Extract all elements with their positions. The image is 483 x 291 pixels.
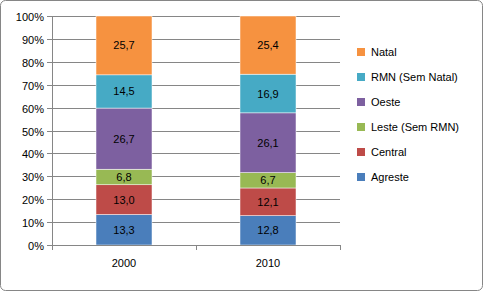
legend-label: Agreste <box>371 171 409 183</box>
bar-segment <box>96 16 152 75</box>
bar-segment <box>96 185 152 215</box>
bar-segment <box>240 173 296 188</box>
x-tick-mark <box>52 245 53 250</box>
legend-key <box>357 148 365 156</box>
legend-label: RMN (Sem Natal) <box>371 71 458 83</box>
grid-line <box>52 39 340 40</box>
tick-mark <box>47 153 52 154</box>
tick-label: 20% <box>22 194 44 206</box>
tick-mark <box>47 16 52 17</box>
bar-segment <box>240 74 296 113</box>
bar-segment <box>240 16 296 74</box>
tick-mark <box>47 199 52 200</box>
chart-frame <box>1 1 483 291</box>
data-label: 25,4 <box>257 39 278 51</box>
legend-label: Oeste <box>371 96 400 108</box>
tick-label: 30% <box>22 171 44 183</box>
x-tick-mark <box>340 245 341 250</box>
legend-label: Natal <box>371 46 397 58</box>
tick-mark <box>47 245 52 246</box>
tick-label: 100% <box>16 11 44 23</box>
tick-mark <box>47 222 52 223</box>
data-label: 12,8 <box>257 224 278 236</box>
x-tick-mark <box>196 245 197 250</box>
grid-line <box>52 62 340 63</box>
tick-label: 0% <box>28 240 44 252</box>
tick-mark <box>47 39 52 40</box>
legend-label: Leste (Sem RMN) <box>371 121 459 133</box>
grid-line <box>52 85 340 86</box>
data-label: 13,3 <box>113 224 134 236</box>
grid-line <box>52 108 340 109</box>
tick-mark <box>47 85 52 86</box>
data-label: 12,1 <box>257 196 278 208</box>
tick-label: 10% <box>22 217 44 229</box>
tick-label: 40% <box>22 148 44 160</box>
legend-key <box>357 173 365 181</box>
data-label: 25,7 <box>113 39 134 51</box>
grid-line <box>52 222 340 223</box>
tick-mark <box>47 108 52 109</box>
bar-segment <box>240 216 296 245</box>
category-label: 2000 <box>112 257 136 269</box>
tick-label: 80% <box>22 57 44 69</box>
data-label: 16,9 <box>257 88 278 100</box>
tick-label: 70% <box>22 80 44 92</box>
bar-segment <box>96 108 152 169</box>
grid-line <box>52 153 340 154</box>
grid-line <box>52 176 340 177</box>
bar-segment <box>240 188 296 216</box>
bar-segment <box>96 215 152 245</box>
tick-mark <box>47 131 52 132</box>
bar-segment <box>96 75 152 108</box>
data-labels: 13,3 13,0 6,8 26,7 14,5 25,7 12,8 12,1 6,7 26,1 16… <box>113 39 278 236</box>
data-label: 6,8 <box>116 171 131 183</box>
category-label: 2010 <box>256 257 280 269</box>
legend-label: Central <box>371 146 406 158</box>
tick-label: 60% <box>22 103 44 115</box>
bars <box>96 16 296 245</box>
data-label: 14,5 <box>113 85 134 97</box>
grid-line <box>52 131 340 132</box>
tick-label: 90% <box>22 34 44 46</box>
legend: Natal RMN (Sem Natal) Oeste Leste (Sem RMN)… <box>357 46 459 183</box>
tick-mark <box>47 176 52 177</box>
legend-key <box>357 123 365 131</box>
bar-segment <box>96 169 152 185</box>
tick-label: 50% <box>22 126 44 138</box>
y-axis <box>52 16 53 245</box>
tick-mark <box>47 62 52 63</box>
data-label: 26,1 <box>257 137 278 149</box>
grid-line <box>52 199 340 200</box>
grid-line <box>52 16 340 17</box>
data-label: 13,0 <box>113 194 134 206</box>
legend-key <box>357 73 365 81</box>
chart: 0%10%20%30%40%50%60%70%80%90%100%13,313,… <box>0 0 483 291</box>
legend-key <box>357 98 365 106</box>
data-label: 6,7 <box>260 174 275 186</box>
bar-segment <box>240 113 296 173</box>
data-label: 26,7 <box>113 133 134 145</box>
legend-key <box>357 48 365 56</box>
